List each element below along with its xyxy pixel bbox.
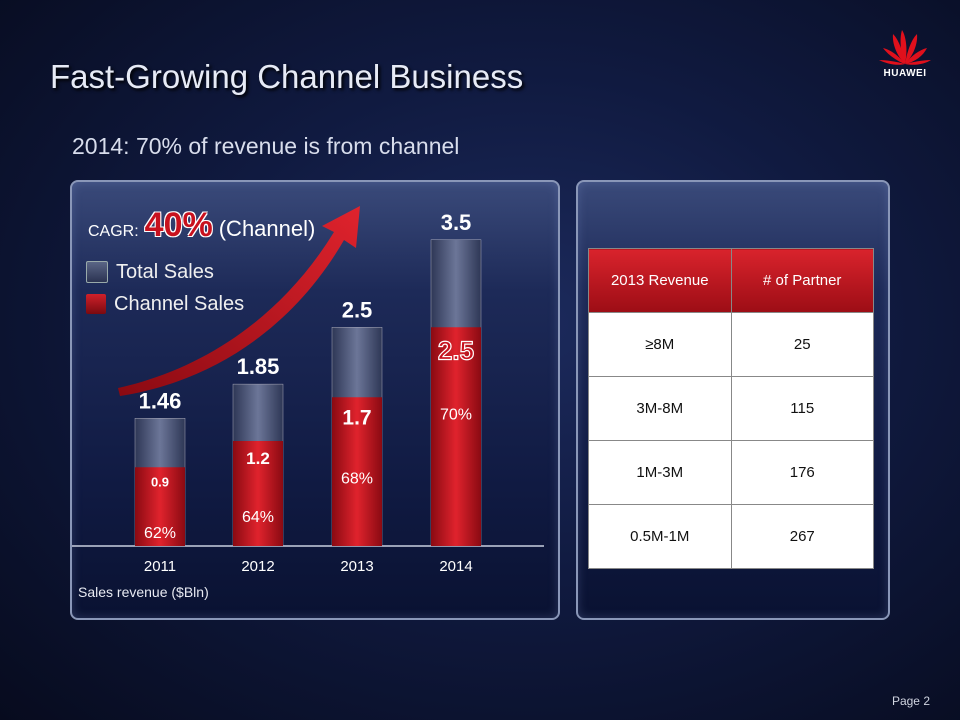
channel-share-label: 62%: [144, 525, 176, 542]
slide-subtitle: 2014: 70% of revenue is from channel: [72, 133, 460, 159]
legend-item-channel: Channel Sales: [86, 288, 244, 320]
legend-swatch-total: [86, 261, 108, 283]
legend-label-channel: Channel Sales: [114, 292, 245, 315]
channel-share-label: 68%: [341, 470, 373, 487]
channel-sales-label: 0.9: [151, 474, 169, 489]
cell-revenue: 3M-8M: [588, 376, 732, 441]
total-sales-label: 2.5: [342, 297, 373, 322]
total-sales-label: 1.85: [237, 354, 280, 379]
table-row: 1M-3M 176: [588, 440, 874, 505]
growth-arrow: [118, 206, 360, 396]
x-tick-label: 2014: [439, 558, 472, 575]
channel-sales-label: 1.2: [246, 449, 270, 468]
cell-revenue: 1M-3M: [588, 440, 732, 505]
legend-swatch-channel: [86, 294, 106, 314]
x-tick-label: 2012: [241, 558, 274, 575]
cell-revenue: ≥8M: [588, 312, 732, 377]
channel-sales-bar: [135, 467, 185, 546]
header-partners: # of Partner: [730, 248, 874, 313]
table-header-row: 2013 Revenue # of Partner: [588, 248, 874, 313]
header-revenue: 2013 Revenue: [588, 248, 732, 313]
table-row: 3M-8M 115: [588, 376, 874, 441]
partner-table: 2013 Revenue # of Partner ≥8M 25 3M-8M 1…: [588, 248, 874, 569]
legend-label-total: Total Sales: [116, 260, 214, 283]
brand-name: HUAWEI: [883, 68, 927, 79]
cell-partners: 176: [730, 440, 874, 505]
cell-revenue: 0.5M-1M: [588, 504, 732, 569]
total-sales-label: 1.46: [139, 388, 182, 413]
chart-legend: Total Sales Channel Sales: [86, 256, 244, 320]
cagr-label: CAGR:: [88, 223, 139, 240]
cell-partners: 25: [730, 312, 874, 377]
channel-share-label: 70%: [440, 406, 472, 423]
channel-sales-bar: [332, 397, 382, 546]
channel-sales-label: 1.7: [342, 406, 371, 429]
table-row: ≥8M 25: [588, 312, 874, 377]
cagr-suffix: (Channel): [218, 216, 316, 241]
cagr-annotation: CAGR: 40% (Channel): [88, 206, 315, 245]
total-sales-label: 3.5: [441, 210, 472, 235]
channel-sales-bar: [431, 327, 481, 546]
huawei-petals-icon: [879, 30, 931, 65]
cagr-value: 40%: [144, 206, 213, 244]
slide-title: Fast-Growing Channel Business: [50, 58, 524, 95]
table-row: 0.5M-1M 267: [588, 504, 874, 569]
page-number: Page 2: [891, 694, 930, 708]
brand-logo: HUAWEI: [872, 26, 938, 79]
channel-share-label: 64%: [242, 509, 274, 526]
x-axis-caption: Sales revenue ($Bln): [78, 584, 209, 600]
channel-sales-bar: [233, 441, 283, 546]
channel-sales-label: 2.5: [438, 335, 474, 365]
x-tick-label: 2013: [340, 558, 373, 575]
legend-item-total: Total Sales: [86, 256, 244, 288]
x-tick-label: 2011: [144, 558, 176, 575]
cell-partners: 115: [730, 376, 874, 441]
cell-partners: 267: [730, 504, 874, 569]
